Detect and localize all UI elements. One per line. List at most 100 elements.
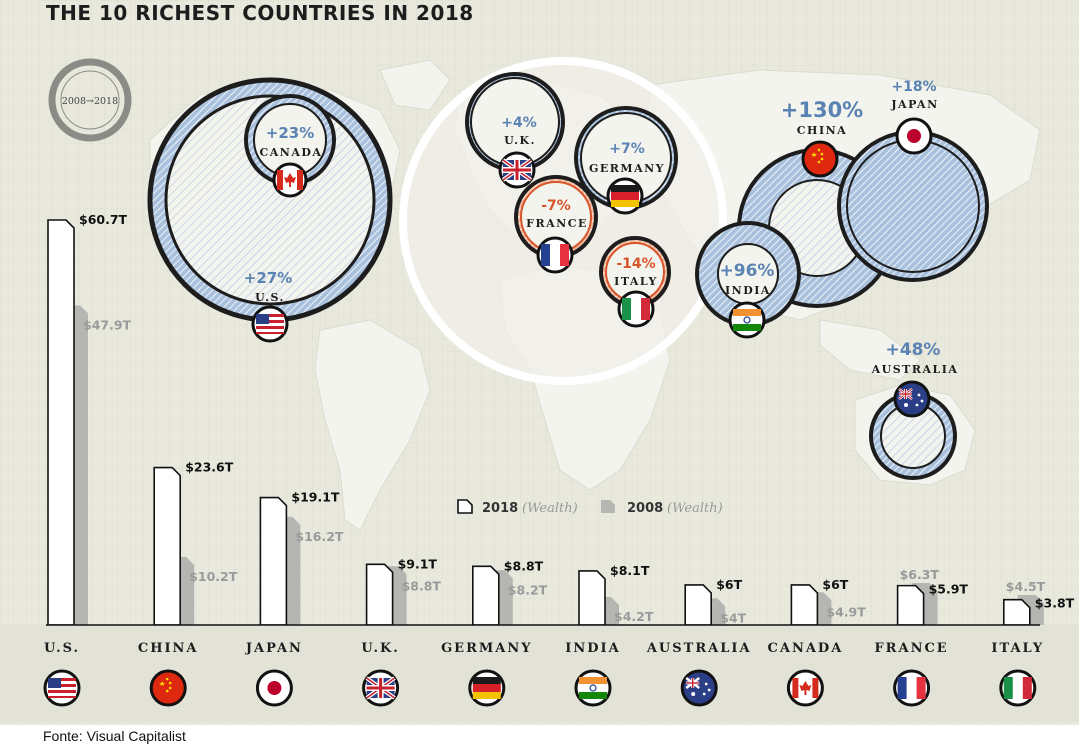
map-markers: +27% U.S. +23% CANADA [147, 72, 989, 480]
legend: 2018 (Wealth) 2008 (Wealth) [457, 499, 723, 516]
country-name-germany: GERMANY [441, 641, 532, 656]
label-2008-india: $4.2T [614, 609, 654, 624]
marker-canada: +23% CANADA [244, 94, 336, 198]
period-badge-label: 2008→2018 [62, 96, 118, 107]
china-flag-icon [801, 140, 839, 178]
period-badge: 2008→2018 [48, 58, 132, 142]
france-map-label: FRANCE [526, 217, 588, 230]
label-2008-japan: $16.2T [295, 529, 344, 544]
france-flag-icon [536, 236, 574, 274]
canada-change: +23% [266, 124, 314, 142]
label-2008-australia: $4T [720, 610, 746, 625]
country-strip [0, 625, 1079, 722]
legend-2018-swatch [457, 499, 473, 514]
label-2008-us: $47.9T [83, 317, 132, 332]
bar-2018-italy [1003, 598, 1031, 626]
source-note: Fonte: Visual Capitalist [43, 728, 186, 744]
country-name-italy: ITALY [991, 641, 1044, 656]
label-2018-germany: $8.8T [504, 558, 544, 573]
china-map-label: CHINA [797, 124, 847, 137]
marker-japan: +18% JAPAN [837, 79, 989, 282]
us-flag-icon [251, 305, 289, 343]
label-2008-france: $6.3T [900, 567, 940, 582]
label-2018-us: $60.7T [79, 212, 128, 227]
india-change: +96% [720, 261, 775, 281]
greenland-landmass [379, 59, 451, 111]
india-flag-icon [574, 669, 612, 707]
uk-flag-icon [362, 669, 400, 707]
legend-2018-label: 2018 [482, 501, 518, 516]
germany-flag-icon [468, 669, 506, 707]
uk-map-label: U.K. [504, 134, 536, 147]
germany-change: +7% [609, 141, 645, 157]
bar-2018-india [578, 570, 606, 626]
germany-flag-icon [606, 177, 644, 215]
japan-flag-icon [895, 117, 933, 155]
south-america-landmass [314, 319, 431, 531]
italy-map-label: ITALY [614, 275, 658, 288]
marker-india: +96% INDIA [695, 221, 801, 339]
italy-change: -14% [616, 256, 655, 272]
bar-2018-china [153, 466, 181, 626]
australia-flag-icon [680, 669, 718, 707]
bar-2018-canada [790, 584, 819, 626]
india-map-label: INDIA [725, 284, 771, 297]
france-flag-icon [893, 669, 931, 707]
italy-flag-icon [999, 669, 1037, 707]
bar-chart: $60.7T $47.9T $23.6T $10.2T $19.1T $16.2T $9.1… [47, 212, 1075, 626]
uk-change: +4% [501, 115, 537, 131]
country-name-france: FRANCE [874, 641, 948, 656]
australia-change: +48% [886, 340, 941, 360]
japan-map-label: JAPAN [890, 98, 938, 111]
us-flag-icon [43, 669, 81, 707]
label-2018-france: $5.9T [929, 582, 969, 597]
label-2018-australia: $6T [716, 577, 742, 592]
label-2018-uk: $9.1T [398, 556, 438, 571]
bar-2018-australia [684, 584, 712, 626]
country-name-us: U.S. [44, 641, 80, 656]
label-2018-china: $23.6T [185, 460, 234, 475]
india-flag-icon [728, 301, 766, 339]
label-2008-canada: $4.9T [826, 604, 866, 619]
china-change: +130% [781, 98, 863, 122]
bar-2018-france [896, 584, 925, 626]
country-name-japan: JAPAN [245, 641, 303, 656]
label-2008-uk: $8.8T [402, 578, 442, 593]
australia-map-label: AUSTRALIA [871, 363, 959, 376]
bar-2018-us [47, 219, 75, 626]
australia-flag-icon [893, 380, 931, 418]
marker-france: -7% FRANCE [514, 175, 598, 274]
marker-uk: +4% U.K. [465, 72, 565, 189]
legend-2008-swatch [601, 500, 615, 513]
bar-2018-japan [259, 496, 288, 626]
country-name-australia: AUSTRALIA [646, 641, 752, 656]
canada-map-label: CANADA [260, 146, 323, 159]
marker-italy: -14% ITALY [599, 236, 671, 328]
label-2008-italy: $4.5T [1006, 579, 1046, 594]
japan-flag-icon [255, 669, 293, 707]
label-2018-japan: $19.1T [291, 490, 340, 505]
germany-map-label: GERMANY [589, 162, 665, 175]
us-change: +27% [244, 269, 292, 287]
legend-2008-sub: (Wealth) [667, 501, 723, 516]
marker-australia: +48% AUSTRALIA [869, 340, 959, 480]
legend-2018-sub: (Wealth) [522, 501, 578, 516]
country-labels: U.S. CHINA JAPAN U.K. GERMANY INDIA AUSTRALIA C… [43, 641, 1044, 707]
bar-2018-uk [365, 563, 394, 626]
france-change: -7% [541, 198, 571, 214]
label-2018-india: $8.1T [610, 563, 650, 578]
country-name-china: CHINA [138, 641, 199, 656]
china-flag-icon [149, 669, 187, 707]
label-2008-germany: $8.2T [508, 582, 548, 597]
japan-change: +18% [891, 79, 936, 95]
italy-flag-icon [617, 290, 655, 328]
canada-flag-icon [786, 669, 824, 707]
uk-flag-icon [498, 151, 536, 189]
label-2018-canada: $6T [822, 577, 848, 592]
label-2008-china: $10.2T [189, 569, 238, 584]
country-name-india: INDIA [565, 641, 620, 656]
label-2018-italy: $3.8T [1035, 596, 1075, 611]
legend-2008-label: 2008 [627, 501, 663, 516]
canada-flag-icon [272, 162, 308, 198]
